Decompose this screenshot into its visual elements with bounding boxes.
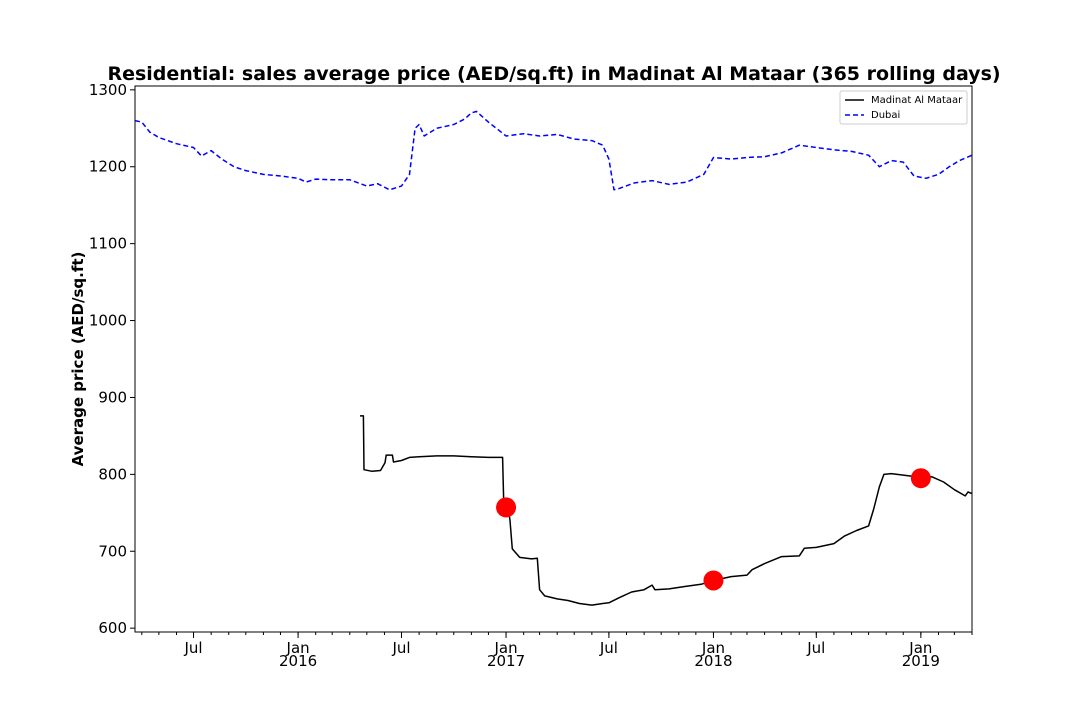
- x-tick-label: Jan: [286, 639, 310, 657]
- marker-layer: [496, 468, 931, 591]
- legend-box: [839, 90, 968, 125]
- legend-label-madinat-al-mataar: Madinat Al Mataar: [871, 95, 963, 106]
- x-tick-year-label: 2016: [279, 652, 317, 670]
- x-tick-year-label: 2019: [902, 652, 940, 670]
- highlight-marker: [910, 468, 931, 489]
- y-axis: 600 700 800 900 1000 1100 1200 1300: [89, 81, 135, 637]
- y-tick-label: 700: [98, 542, 127, 560]
- y-tick-label: 800: [98, 465, 127, 483]
- y-tick-label: 600: [98, 619, 127, 637]
- x-tick-label: Jul: [183, 639, 202, 657]
- x-tick-label: Jan: [908, 639, 932, 657]
- legend: Madinat Al Mataar Dubai: [839, 90, 968, 125]
- x-tick-label: Jul: [391, 639, 410, 657]
- y-tick-label: 1000: [89, 312, 127, 330]
- y-tick-label: 900: [98, 388, 127, 406]
- x-tick-label: Jul: [599, 639, 618, 657]
- series-layer: [134, 110, 973, 606]
- series-line-madinat-al-mataar: [360, 415, 973, 606]
- highlight-marker: [496, 497, 517, 518]
- plot-area: [134, 85, 973, 633]
- chart-title: Residential: sales average price (AED/sq…: [107, 63, 1000, 85]
- x-tick-year-label: 2017: [487, 652, 525, 670]
- x-tick-label: Jul: [806, 639, 825, 657]
- y-tick-label: 1300: [89, 81, 127, 99]
- series-line-dubai: [134, 110, 973, 191]
- legend-label-dubai: Dubai: [871, 110, 900, 121]
- x-tick-year-label: 2018: [694, 652, 732, 670]
- x-tick-label: Jan: [493, 639, 517, 657]
- plot-frame: [134, 85, 973, 633]
- y-axis-label: Average price (AED/sq.ft): [69, 252, 87, 467]
- y-tick-label: 1200: [89, 158, 127, 176]
- highlight-marker: [703, 570, 724, 591]
- x-tick-label: Jan: [701, 639, 725, 657]
- y-tick-label: 1100: [89, 235, 127, 253]
